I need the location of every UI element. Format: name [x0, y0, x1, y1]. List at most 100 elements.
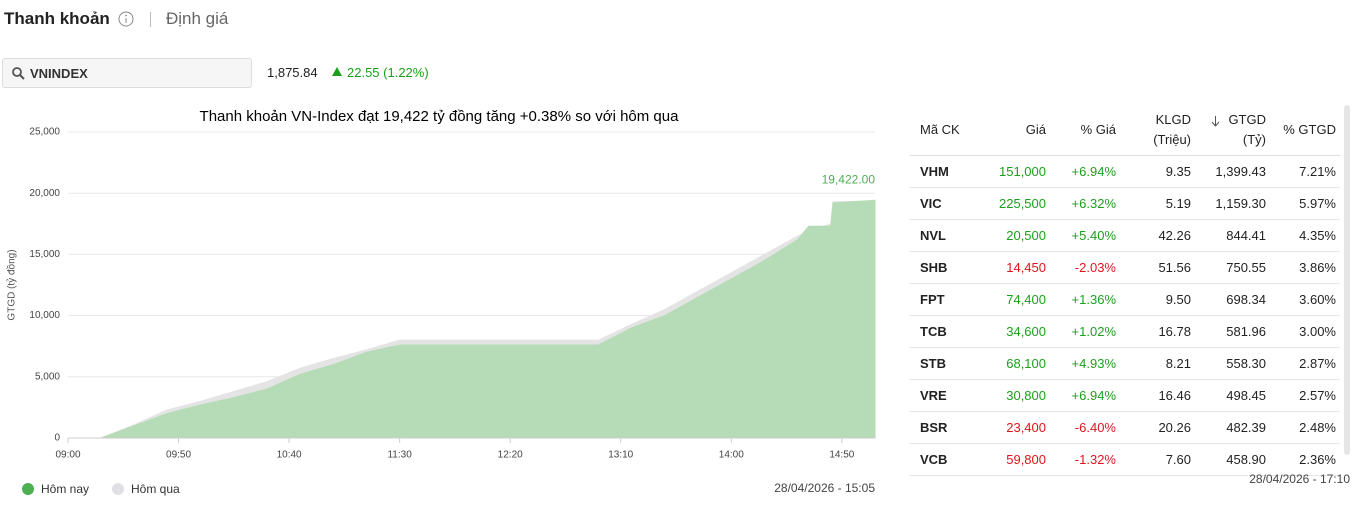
table-cell: 5.97%: [1270, 187, 1340, 220]
col-header[interactable]: % GTGD: [1270, 105, 1340, 156]
table-cell: 2.87%: [1270, 347, 1340, 380]
x-tick-label: 10:40: [277, 450, 302, 461]
table-cell: BSR: [910, 411, 982, 444]
chart-title: Thanh khoản VN-Index đạt 19,422 tỷ đồng …: [200, 108, 680, 125]
table-cell: 3.60%: [1270, 283, 1340, 316]
table-cell: VHM: [910, 155, 982, 188]
table-cell: +5.40%: [1050, 219, 1120, 252]
table-cell: 1,159.30: [1195, 187, 1270, 220]
table-row[interactable]: TCB 34,600 +1.02% 16.78 581.96 3.00%: [910, 315, 1340, 348]
table-cell: 151,000: [982, 155, 1050, 188]
separator: [150, 12, 151, 27]
col-header[interactable]: Giá: [982, 105, 1050, 156]
search-icon: [12, 67, 25, 80]
table-row[interactable]: SHB 14,450 -2.03% 51.56 750.55 3.86%: [910, 251, 1340, 284]
y-tick-label: 0: [54, 433, 60, 444]
table-cell: 581.96: [1195, 315, 1270, 348]
table-cell: 2.48%: [1270, 411, 1340, 444]
table-row[interactable]: BSR 23,400 -6.40% 20.26 482.39 2.48%: [910, 411, 1340, 444]
info-icon[interactable]: [118, 11, 135, 28]
y-axis-label: GTGD (tỷ đồng): [6, 249, 18, 320]
tab-dinh-gia[interactable]: Định giá: [166, 9, 229, 28]
col-header[interactable]: KLGD (Triệu): [1120, 105, 1195, 156]
index-price: 1,875.84: [267, 65, 318, 80]
table-cell: 16.78: [1120, 315, 1195, 348]
top-table: Mã CK Giá % Giá KLGD (Triệu) GTGD (Tỷ) %…: [910, 105, 1340, 476]
legend-label[interactable]: Hôm nay: [41, 482, 89, 496]
table-timestamp: 28/04/2026 - 17:10: [1249, 472, 1350, 486]
table-cell: +6.32%: [1050, 187, 1120, 220]
table-row[interactable]: VCB 59,800 -1.32% 7.60 458.90 2.36%: [910, 443, 1340, 476]
table-cell: +1.02%: [1050, 315, 1120, 348]
table-cell: 51.56: [1120, 251, 1195, 284]
y-tick-label: 10,000: [29, 310, 60, 321]
table-cell: +6.94%: [1050, 379, 1120, 412]
table-cell: 20,500: [982, 219, 1050, 252]
table-cell: -1.32%: [1050, 443, 1120, 476]
table-cell: VRE: [910, 379, 982, 412]
x-tick-label: 12:20: [498, 450, 523, 461]
value-label: 19,422.00: [822, 172, 876, 186]
table-row[interactable]: VRE 30,800 +6.94% 16.46 498.45 2.57%: [910, 379, 1340, 412]
sort-arrow: [1211, 116, 1220, 127]
table-cell: 844.41: [1195, 219, 1270, 252]
table-cell: 7.60: [1120, 443, 1195, 476]
area: [100, 199, 876, 439]
table-row[interactable]: STB 68,100 +4.93% 8.21 558.30 2.87%: [910, 347, 1340, 380]
table-cell: 482.39: [1195, 411, 1270, 444]
table-cell: VIC: [910, 187, 982, 220]
table-cell: 59,800: [982, 443, 1050, 476]
x-tick-label: 11:30: [387, 450, 412, 461]
table-cell: STB: [910, 347, 982, 380]
search-box[interactable]: VNINDEX: [2, 58, 252, 88]
col-header[interactable]: GTGD (Tỷ): [1195, 105, 1270, 156]
search-value: VNINDEX: [30, 66, 88, 81]
table-cell: 225,500: [982, 187, 1050, 220]
table-row[interactable]: NVL 20,500 +5.40% 42.26 844.41 4.35%: [910, 219, 1340, 252]
table-cell: 5.19: [1120, 187, 1195, 220]
table-cell: 16.46: [1120, 379, 1195, 412]
table-cell: +6.94%: [1050, 155, 1120, 188]
col-header[interactable]: Mã CK: [910, 105, 982, 156]
y-tick-label: 5,000: [35, 371, 60, 382]
table-cell: -2.03%: [1050, 251, 1120, 284]
col-header[interactable]: % Giá: [1050, 105, 1120, 156]
table-row[interactable]: FPT 74,400 +1.36% 9.50 698.34 3.60%: [910, 283, 1340, 316]
index-change: 22.55 (1.22%): [347, 65, 429, 80]
chart-timestamp: 28/04/2026 - 15:05: [774, 481, 875, 495]
table-cell: 3.00%: [1270, 315, 1340, 348]
x-tick-label: 09:50: [166, 450, 191, 461]
table-cell: 42.26: [1120, 219, 1195, 252]
table-cell: +4.93%: [1050, 347, 1120, 380]
table-cell: 750.55: [1195, 251, 1270, 284]
header-title[interactable]: Thanh khoản: [4, 9, 110, 28]
table-cell: 4.35%: [1270, 219, 1340, 252]
table-cell: 8.21: [1120, 347, 1195, 380]
table-cell: TCB: [910, 315, 982, 348]
table-cell: 7.21%: [1270, 155, 1340, 188]
table-cell: SHB: [910, 251, 982, 284]
table-cell: 20.26: [1120, 411, 1195, 444]
x-tick-label: 13:10: [608, 450, 633, 461]
table-cell: 558.30: [1195, 347, 1270, 380]
table-cell: 2.57%: [1270, 379, 1340, 412]
table-cell: 498.45: [1195, 379, 1270, 412]
y-tick-label: 20,000: [29, 188, 60, 199]
y-tick-label: 15,000: [29, 249, 60, 260]
x-tick-label: 09:00: [55, 450, 80, 461]
table-cell: +1.36%: [1050, 283, 1120, 316]
x-tick-label: 14:00: [719, 450, 744, 461]
table-cell: 9.35: [1120, 155, 1195, 188]
table-cell: 2.36%: [1270, 443, 1340, 476]
table-row[interactable]: VHM 151,000 +6.94% 9.35 1,399.43 7.21%: [910, 155, 1340, 188]
chart: Thanh khoản VN-Index đạt 19,422 tỷ đồng …: [6, 108, 876, 496]
legend-marker: [112, 483, 124, 495]
table-cell: 9.50: [1120, 283, 1195, 316]
legend-label[interactable]: Hôm qua: [131, 482, 180, 496]
table-cell: -6.40%: [1050, 411, 1120, 444]
scrollbar[interactable]: [1344, 105, 1350, 455]
table-row[interactable]: VIC 225,500 +6.32% 5.19 1,159.30 5.97%: [910, 187, 1340, 220]
table-cell: FPT: [910, 283, 982, 316]
legend-marker: [22, 483, 34, 495]
